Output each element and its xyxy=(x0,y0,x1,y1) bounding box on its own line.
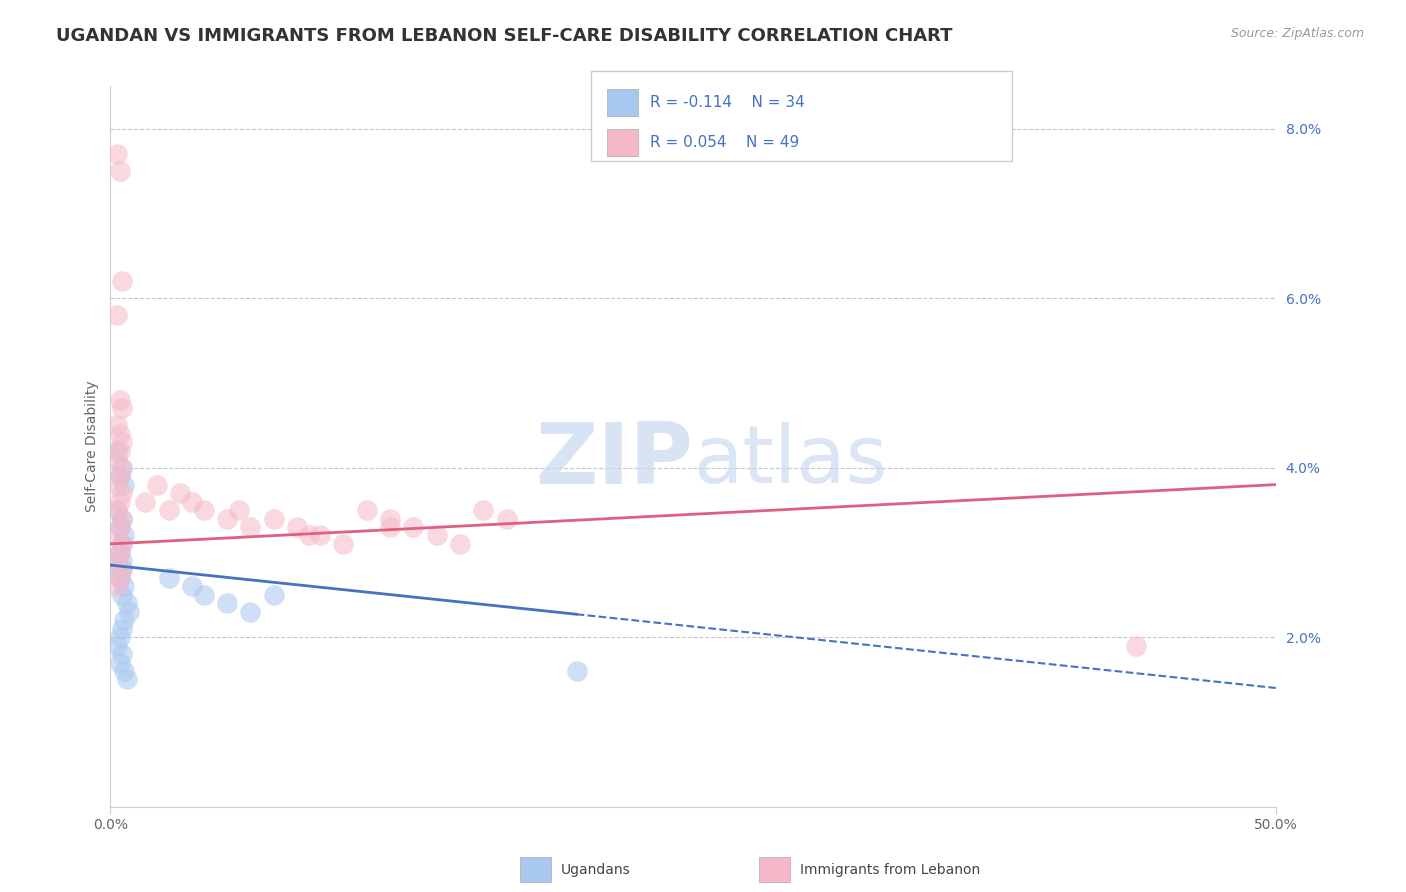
Point xyxy=(111,537,134,551)
Point xyxy=(111,537,134,551)
Point xyxy=(193,503,215,517)
Point xyxy=(239,520,262,534)
Point xyxy=(112,477,135,491)
Point xyxy=(449,537,471,551)
Point xyxy=(108,164,131,178)
Point xyxy=(146,477,169,491)
Point xyxy=(332,537,354,551)
Point xyxy=(112,528,135,542)
Point xyxy=(157,503,180,517)
Point xyxy=(107,308,129,322)
Point xyxy=(472,503,495,517)
Point xyxy=(108,443,131,458)
Point xyxy=(263,511,285,525)
Point xyxy=(111,274,134,288)
Point xyxy=(378,511,401,525)
Point xyxy=(111,486,134,500)
Point xyxy=(111,588,134,602)
Text: Immigrants from Lebanon: Immigrants from Lebanon xyxy=(800,863,980,877)
Point xyxy=(495,511,517,525)
Point xyxy=(107,452,129,467)
Point xyxy=(111,554,134,568)
Point xyxy=(111,511,134,525)
Point xyxy=(111,562,134,576)
Point xyxy=(356,503,378,517)
Point xyxy=(215,596,238,610)
Point xyxy=(157,571,180,585)
Point xyxy=(108,392,131,407)
Point xyxy=(111,562,134,576)
Point xyxy=(309,528,332,542)
Point xyxy=(215,511,238,525)
Y-axis label: Self-Care Disability: Self-Care Disability xyxy=(86,381,100,512)
Point xyxy=(107,554,129,568)
Point xyxy=(107,443,129,458)
Point xyxy=(1125,639,1147,653)
Point xyxy=(181,494,204,508)
Point xyxy=(169,486,191,500)
Point xyxy=(107,554,129,568)
Point xyxy=(107,639,129,653)
Text: UGANDAN VS IMMIGRANTS FROM LEBANON SELF-CARE DISABILITY CORRELATION CHART: UGANDAN VS IMMIGRANTS FROM LEBANON SELF-… xyxy=(56,27,953,45)
Point xyxy=(111,460,134,475)
Point xyxy=(297,528,319,542)
Point xyxy=(108,469,131,483)
Point xyxy=(426,528,449,542)
Point xyxy=(107,503,129,517)
Point xyxy=(111,460,134,475)
Point xyxy=(108,469,131,483)
Text: Ugandans: Ugandans xyxy=(561,863,631,877)
Point xyxy=(115,673,138,687)
Point xyxy=(228,503,250,517)
Point xyxy=(263,588,285,602)
Point xyxy=(107,477,129,491)
Point xyxy=(111,647,134,661)
Text: ZIP: ZIP xyxy=(536,419,693,502)
Point xyxy=(111,622,134,636)
Point xyxy=(239,605,262,619)
Text: R = -0.114    N = 34: R = -0.114 N = 34 xyxy=(650,95,804,110)
Point xyxy=(193,588,215,602)
Point xyxy=(108,520,131,534)
Point xyxy=(107,528,129,542)
Point xyxy=(118,605,141,619)
Point xyxy=(402,520,425,534)
Point xyxy=(108,545,131,559)
Point xyxy=(565,664,588,678)
Point xyxy=(108,426,131,441)
Point xyxy=(108,520,131,534)
Point xyxy=(108,494,131,508)
Text: Source: ZipAtlas.com: Source: ZipAtlas.com xyxy=(1230,27,1364,40)
Point xyxy=(112,664,135,678)
Point xyxy=(181,579,204,593)
Point xyxy=(108,571,131,585)
Point xyxy=(107,503,129,517)
Point xyxy=(107,147,129,161)
Point xyxy=(111,435,134,450)
Point xyxy=(108,545,131,559)
Point xyxy=(112,579,135,593)
Point xyxy=(134,494,156,508)
Point xyxy=(111,401,134,416)
Point xyxy=(108,562,131,576)
Text: atlas: atlas xyxy=(693,422,887,500)
Text: R = 0.054    N = 49: R = 0.054 N = 49 xyxy=(650,136,799,150)
Point xyxy=(115,596,138,610)
Point xyxy=(378,520,401,534)
Point xyxy=(107,418,129,433)
Point xyxy=(285,520,308,534)
Point xyxy=(111,511,134,525)
Point xyxy=(108,571,131,585)
Point xyxy=(107,579,129,593)
Point xyxy=(112,613,135,627)
Point xyxy=(108,630,131,644)
Point xyxy=(108,656,131,670)
